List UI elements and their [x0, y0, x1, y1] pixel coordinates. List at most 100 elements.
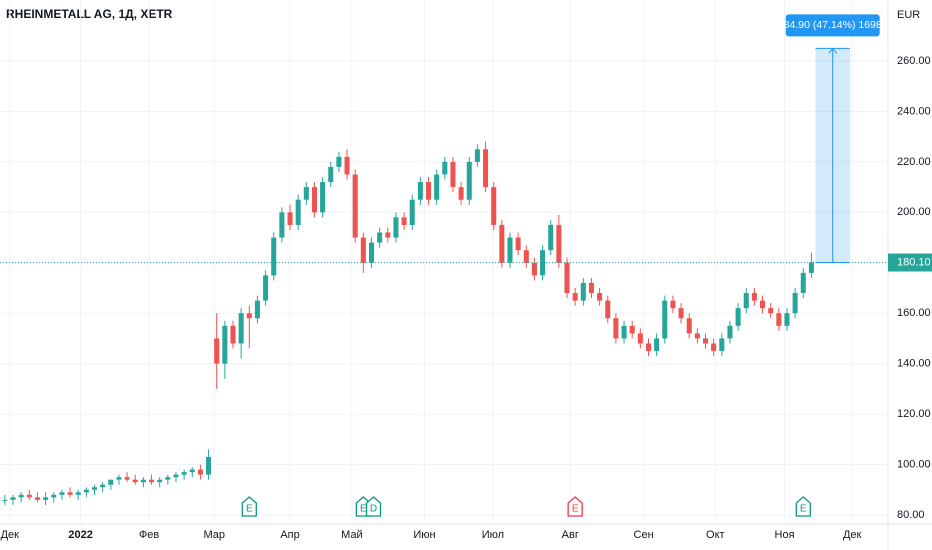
- candle-body: [132, 479, 138, 483]
- candle-body: [140, 479, 146, 483]
- candle-body: [670, 300, 676, 309]
- y-tick-label: 80.00: [897, 509, 925, 521]
- candle-body: [393, 217, 399, 238]
- x-tick-label: Сен: [634, 529, 654, 541]
- candle-body: [613, 318, 619, 339]
- candle-body: [540, 250, 546, 276]
- candle-body: [10, 497, 16, 500]
- candle-body: [43, 497, 49, 500]
- candle-body: [474, 149, 480, 162]
- candle-body: [548, 224, 554, 251]
- candle-body: [588, 282, 594, 294]
- candle-body: [605, 300, 611, 319]
- candle-body: [100, 484, 106, 488]
- candle-body: [271, 237, 277, 276]
- candle-body: [645, 343, 652, 352]
- candle-body: [238, 313, 244, 344]
- event-marker: [795, 496, 811, 517]
- candle-body: [751, 293, 757, 301]
- candle-body: [491, 187, 497, 225]
- x-tick-label: Июл: [482, 529, 504, 541]
- event-label: E: [800, 504, 807, 515]
- candle-body: [572, 293, 578, 301]
- candle-body: [417, 182, 423, 200]
- candle-body: [425, 182, 432, 200]
- candle-body: [263, 275, 269, 301]
- candle-body: [51, 494, 57, 498]
- candle-body: [483, 149, 489, 188]
- candle-body: [124, 477, 130, 480]
- candle-body: [59, 492, 65, 495]
- currency: EUR: [897, 9, 920, 21]
- candle-body: [654, 338, 660, 352]
- candle-body: [694, 333, 700, 339]
- candle-body: [368, 242, 375, 263]
- candle-body: [556, 224, 562, 263]
- y-tick-label: 100.00: [897, 458, 931, 470]
- candle-body: [108, 479, 114, 485]
- candle-body: [564, 262, 570, 294]
- y-tick-label: 240.00: [897, 105, 931, 117]
- x-tick-label: Дек: [843, 529, 862, 541]
- chart-title: RHEINMETALL AG, 1Д, XETR: [6, 7, 173, 21]
- candle-body: [580, 282, 586, 301]
- candle-body: [287, 212, 293, 225]
- candle-body: [768, 308, 774, 314]
- candle-body: [230, 325, 236, 344]
- y-tick-label: 200.00: [897, 206, 931, 218]
- candle-body: [173, 474, 179, 478]
- candle-body: [686, 318, 692, 334]
- candle-body: [295, 199, 301, 225]
- x-tick-label: Мар: [203, 529, 225, 541]
- candle-body: [507, 237, 513, 263]
- candle-body: [206, 456, 212, 475]
- candle-body: [116, 477, 122, 480]
- x-tick-label: Июн: [413, 529, 435, 541]
- candle-body: [450, 161, 456, 188]
- candle-body: [2, 499, 8, 501]
- candle-body: [442, 161, 448, 175]
- x-tick-label: Апр: [280, 529, 299, 541]
- x-tick-label: 2022: [68, 529, 92, 541]
- candle-body: [466, 161, 472, 200]
- candle-body: [246, 313, 252, 319]
- last-price-label: 180.10: [897, 256, 931, 268]
- event-label: E: [360, 504, 367, 515]
- event-label: E: [572, 504, 579, 515]
- candle-body: [222, 325, 228, 364]
- candle-body: [702, 338, 709, 344]
- candle-body: [678, 308, 684, 319]
- candle-body: [254, 300, 260, 319]
- event-marker: [241, 496, 257, 517]
- candle-body: [18, 494, 24, 498]
- candle-body: [719, 338, 725, 352]
- x-tick-label: Фев: [139, 529, 159, 541]
- candle-body: [735, 308, 741, 326]
- candle-body: [784, 313, 790, 326]
- candle-body: [75, 492, 81, 495]
- candle-body: [792, 293, 798, 314]
- candle-body: [409, 199, 415, 225]
- event-marker: [365, 496, 382, 517]
- candle-body: [711, 343, 717, 352]
- y-tick-label: 120.00: [897, 408, 931, 420]
- candle-body: [91, 487, 98, 490]
- candle-body: [760, 300, 766, 309]
- candle-body: [165, 477, 171, 480]
- x-tick-label: Ноя: [775, 529, 795, 541]
- candle-body: [352, 174, 358, 238]
- candle-body: [344, 156, 350, 175]
- candle-body: [197, 469, 203, 475]
- candle-body: [214, 338, 220, 364]
- candle-body: [26, 494, 32, 498]
- candle-body: [279, 212, 285, 238]
- candle-body: [360, 237, 366, 263]
- x-tick-label: Окт: [706, 529, 725, 541]
- last-price-box: [888, 253, 932, 272]
- candle-body: [523, 250, 529, 263]
- measure-box: [785, 14, 880, 37]
- candle-body: [67, 492, 73, 495]
- x-tick-label: Авг: [562, 529, 579, 541]
- measure-label: 84.90 (47.14%) 1698: [784, 19, 882, 31]
